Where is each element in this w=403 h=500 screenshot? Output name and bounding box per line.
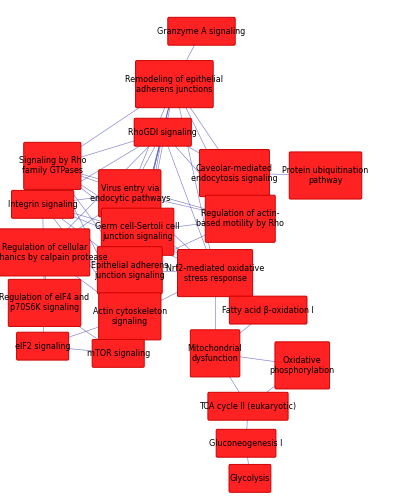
FancyBboxPatch shape xyxy=(98,246,162,294)
FancyBboxPatch shape xyxy=(208,392,288,420)
Text: Integrin signaling: Integrin signaling xyxy=(8,200,77,209)
Text: Gluconeogenesis I: Gluconeogenesis I xyxy=(210,439,283,448)
Text: Mitochondrial
dysfunction: Mitochondrial dysfunction xyxy=(188,344,243,363)
Text: Virus entry via
endocytic pathways: Virus entry via endocytic pathways xyxy=(89,184,170,203)
Text: RhoGDI signaling: RhoGDI signaling xyxy=(129,128,197,136)
Text: Glycolysis: Glycolysis xyxy=(230,474,270,483)
FancyBboxPatch shape xyxy=(216,430,276,457)
Text: Remodeling of epithelial
adherens junctions: Remodeling of epithelial adherens juncti… xyxy=(125,74,223,94)
FancyBboxPatch shape xyxy=(199,150,270,196)
FancyBboxPatch shape xyxy=(101,208,174,256)
FancyBboxPatch shape xyxy=(229,296,307,324)
Text: Epithelial adherens
junction signaling: Epithelial adherens junction signaling xyxy=(91,260,168,280)
Text: Germ cell-Sertoli cell
junction signaling: Germ cell-Sertoli cell junction signalin… xyxy=(96,222,180,242)
FancyBboxPatch shape xyxy=(99,293,161,340)
Text: Regulation of cellular
mechanics by calpain protease: Regulation of cellular mechanics by calp… xyxy=(0,243,107,262)
Text: Protein ubiquitination
pathway: Protein ubiquitination pathway xyxy=(283,166,369,185)
FancyBboxPatch shape xyxy=(92,340,144,367)
FancyBboxPatch shape xyxy=(289,152,362,199)
Text: Caveolar-mediated
endocytosis signaling: Caveolar-mediated endocytosis signaling xyxy=(191,164,278,182)
Text: Actin cytoskeleton
signaling: Actin cytoskeleton signaling xyxy=(93,307,167,326)
FancyBboxPatch shape xyxy=(135,60,213,108)
FancyBboxPatch shape xyxy=(8,280,81,326)
FancyBboxPatch shape xyxy=(275,342,330,389)
FancyBboxPatch shape xyxy=(205,195,275,242)
FancyBboxPatch shape xyxy=(134,118,191,146)
FancyBboxPatch shape xyxy=(99,170,161,217)
FancyBboxPatch shape xyxy=(24,142,81,190)
Text: Oxidative
phosphorylation: Oxidative phosphorylation xyxy=(270,356,335,375)
Text: Fatty acid β-oxidation I: Fatty acid β-oxidation I xyxy=(222,306,314,314)
FancyBboxPatch shape xyxy=(190,330,240,377)
FancyBboxPatch shape xyxy=(168,18,235,45)
FancyBboxPatch shape xyxy=(229,464,271,492)
FancyBboxPatch shape xyxy=(177,250,253,296)
FancyBboxPatch shape xyxy=(0,229,90,276)
FancyBboxPatch shape xyxy=(11,190,74,218)
Text: eIF2 signaling: eIF2 signaling xyxy=(15,342,71,350)
Text: Granzyme A signaling: Granzyme A signaling xyxy=(158,27,245,36)
Text: Regulation of actin-
based motility by Rho: Regulation of actin- based motility by R… xyxy=(196,209,284,229)
Text: Nrf2-mediated oxidative
stress response: Nrf2-mediated oxidative stress response xyxy=(166,264,264,282)
Text: mTOR signaling: mTOR signaling xyxy=(87,349,150,358)
Text: Regulation of eIF4 and
p70S6K signaling: Regulation of eIF4 and p70S6K signaling xyxy=(0,294,89,312)
Text: Signaling by Rho
family GTPases: Signaling by Rho family GTPases xyxy=(19,156,86,176)
FancyBboxPatch shape xyxy=(17,332,69,360)
Text: TCA cycle II (eukaryotic): TCA cycle II (eukaryotic) xyxy=(199,402,297,411)
